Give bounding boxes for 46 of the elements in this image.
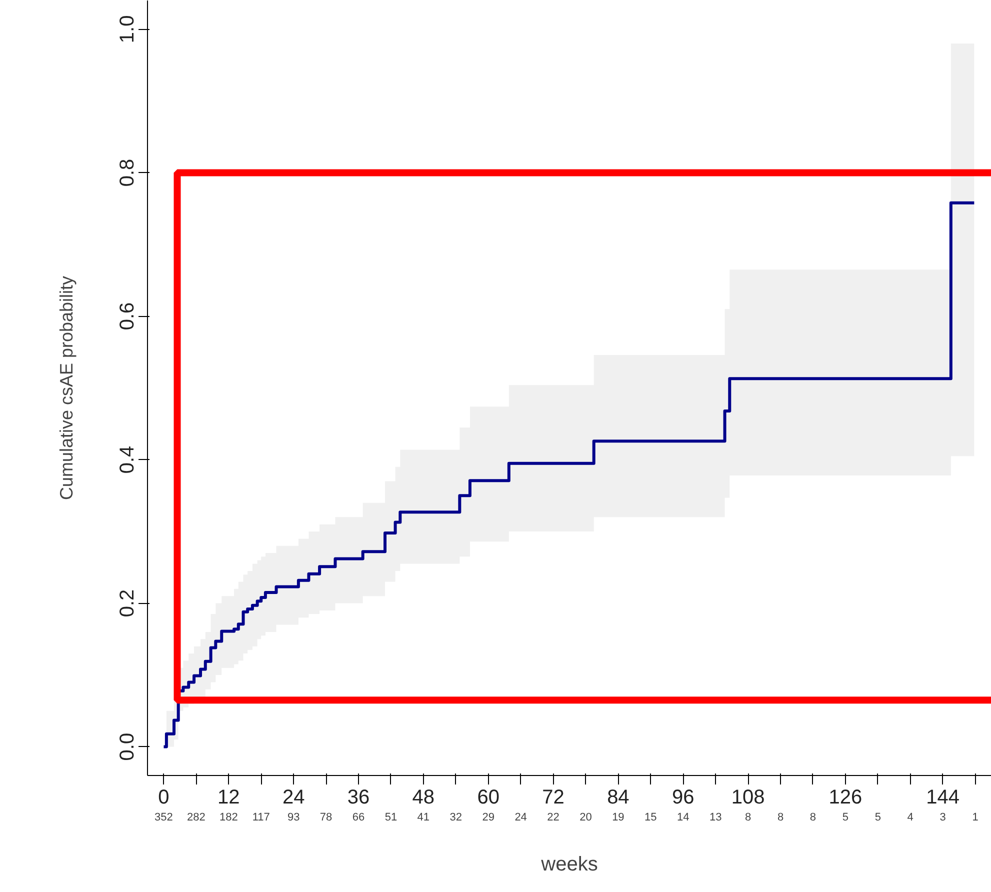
text: 32: [450, 812, 462, 824]
x-tick-label: 12: [218, 786, 240, 808]
x-tick-label: 24: [282, 786, 305, 808]
text: 24: [514, 812, 527, 824]
text: 5: [842, 812, 848, 824]
text: 8: [810, 812, 816, 824]
text: 4: [907, 812, 914, 824]
y-tick-label: 0.6: [116, 302, 138, 330]
text: 41: [417, 812, 430, 824]
text: 19: [612, 812, 624, 824]
x-tick-label: 48: [412, 786, 435, 808]
text: 8: [744, 812, 752, 824]
text: 14: [677, 812, 690, 824]
text: 13: [709, 812, 722, 824]
text: 20: [580, 812, 592, 824]
text: 29: [482, 812, 494, 824]
y-tick-label: 0.2: [116, 589, 138, 618]
text: 282: [187, 812, 206, 824]
y-tick-label: 0.8: [116, 158, 138, 187]
text: 8: [777, 812, 784, 824]
text: 1: [972, 812, 978, 824]
text: 78: [320, 812, 332, 824]
x-tick-label: 96: [672, 786, 694, 808]
text: 66: [352, 812, 365, 824]
x-tick-label: 126: [828, 786, 862, 808]
text: 22: [547, 812, 560, 824]
x-tick-label: 72: [542, 786, 564, 808]
text: 3: [940, 812, 946, 824]
x-axis-title: weeks: [540, 854, 598, 876]
x-tick-label: 60: [477, 786, 500, 808]
y-tick-label: 0.0: [116, 732, 138, 761]
y-axis-title: Cumulative csAE probability: [56, 276, 76, 500]
text: 5: [874, 812, 881, 824]
text: 117: [252, 812, 270, 824]
x-tick-label: 108: [731, 786, 765, 808]
text: 15: [644, 812, 657, 824]
text: 352: [154, 812, 173, 824]
text: 93: [287, 812, 300, 824]
y-tick-label: 0.4: [116, 446, 138, 474]
y-tick-label: 1.0: [116, 15, 138, 44]
x-tick-label: 84: [607, 786, 630, 808]
text: 51: [384, 812, 398, 824]
text: 182: [219, 812, 238, 824]
x-tick-label: 0: [158, 786, 170, 808]
x-tick-label: 36: [347, 786, 370, 808]
x-tick-label: 144: [926, 786, 960, 808]
